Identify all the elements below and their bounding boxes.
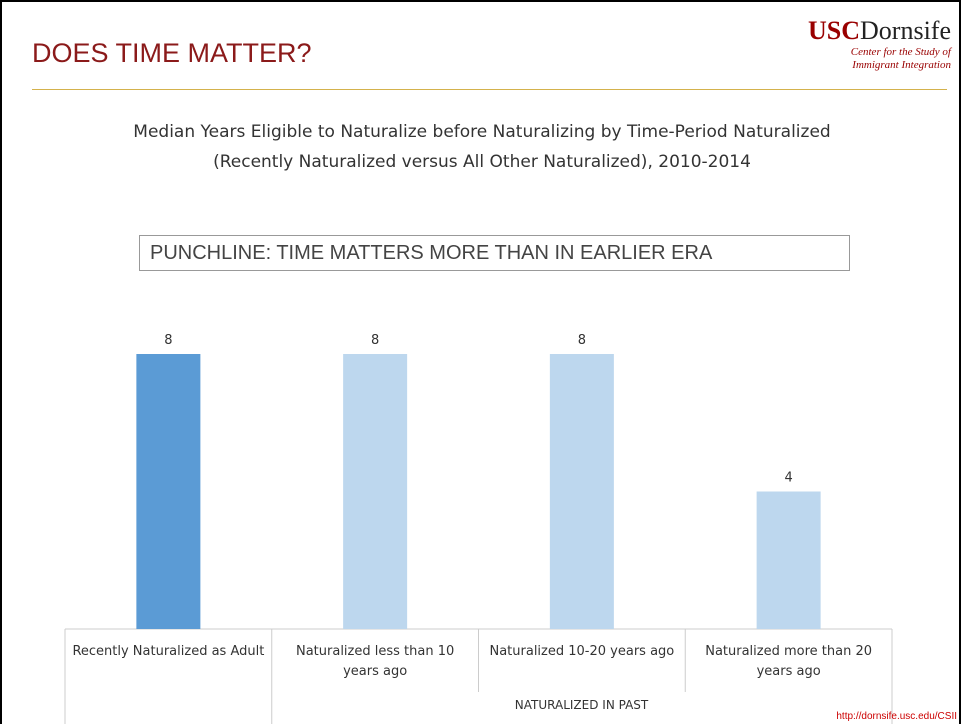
logo-tagline: Immigrant Integration [852, 59, 951, 71]
group-label: NATURALIZED IN PAST [514, 698, 649, 712]
x-tick-label: Recently Naturalized as Adult [72, 644, 265, 659]
data-label: 8 [164, 333, 172, 348]
bar [136, 354, 201, 629]
slide-title: DOES TIME MATTER? [32, 38, 312, 68]
data-label: 8 [578, 333, 586, 348]
logo-school: Dornsife [860, 16, 951, 45]
logo-tagline: Center for the Study of [850, 46, 951, 58]
x-tick-label: Naturalized 10-20 years ago [489, 644, 675, 659]
x-tick-label: Naturalized more than 20 years ago [705, 644, 873, 679]
x-tick-label: Naturalized less than 10 years ago [295, 644, 455, 679]
title-rule [32, 89, 947, 90]
logo-brand: USC [808, 16, 861, 45]
annotation: PUNCHLINE: TIME MATTERS MORE THAN IN EAR… [139, 235, 850, 271]
url: http://dornsife.usc.edu/CSII [836, 711, 957, 722]
logo: USCDornsife Center for the Study of Immi… [808, 16, 951, 72]
bar [756, 491, 821, 629]
bar [549, 354, 614, 629]
data-label: 8 [371, 333, 379, 348]
chart-title: Median Years Eligible to Naturalize befo… [133, 122, 831, 172]
bar [343, 354, 408, 629]
data-label: 4 [784, 471, 792, 486]
